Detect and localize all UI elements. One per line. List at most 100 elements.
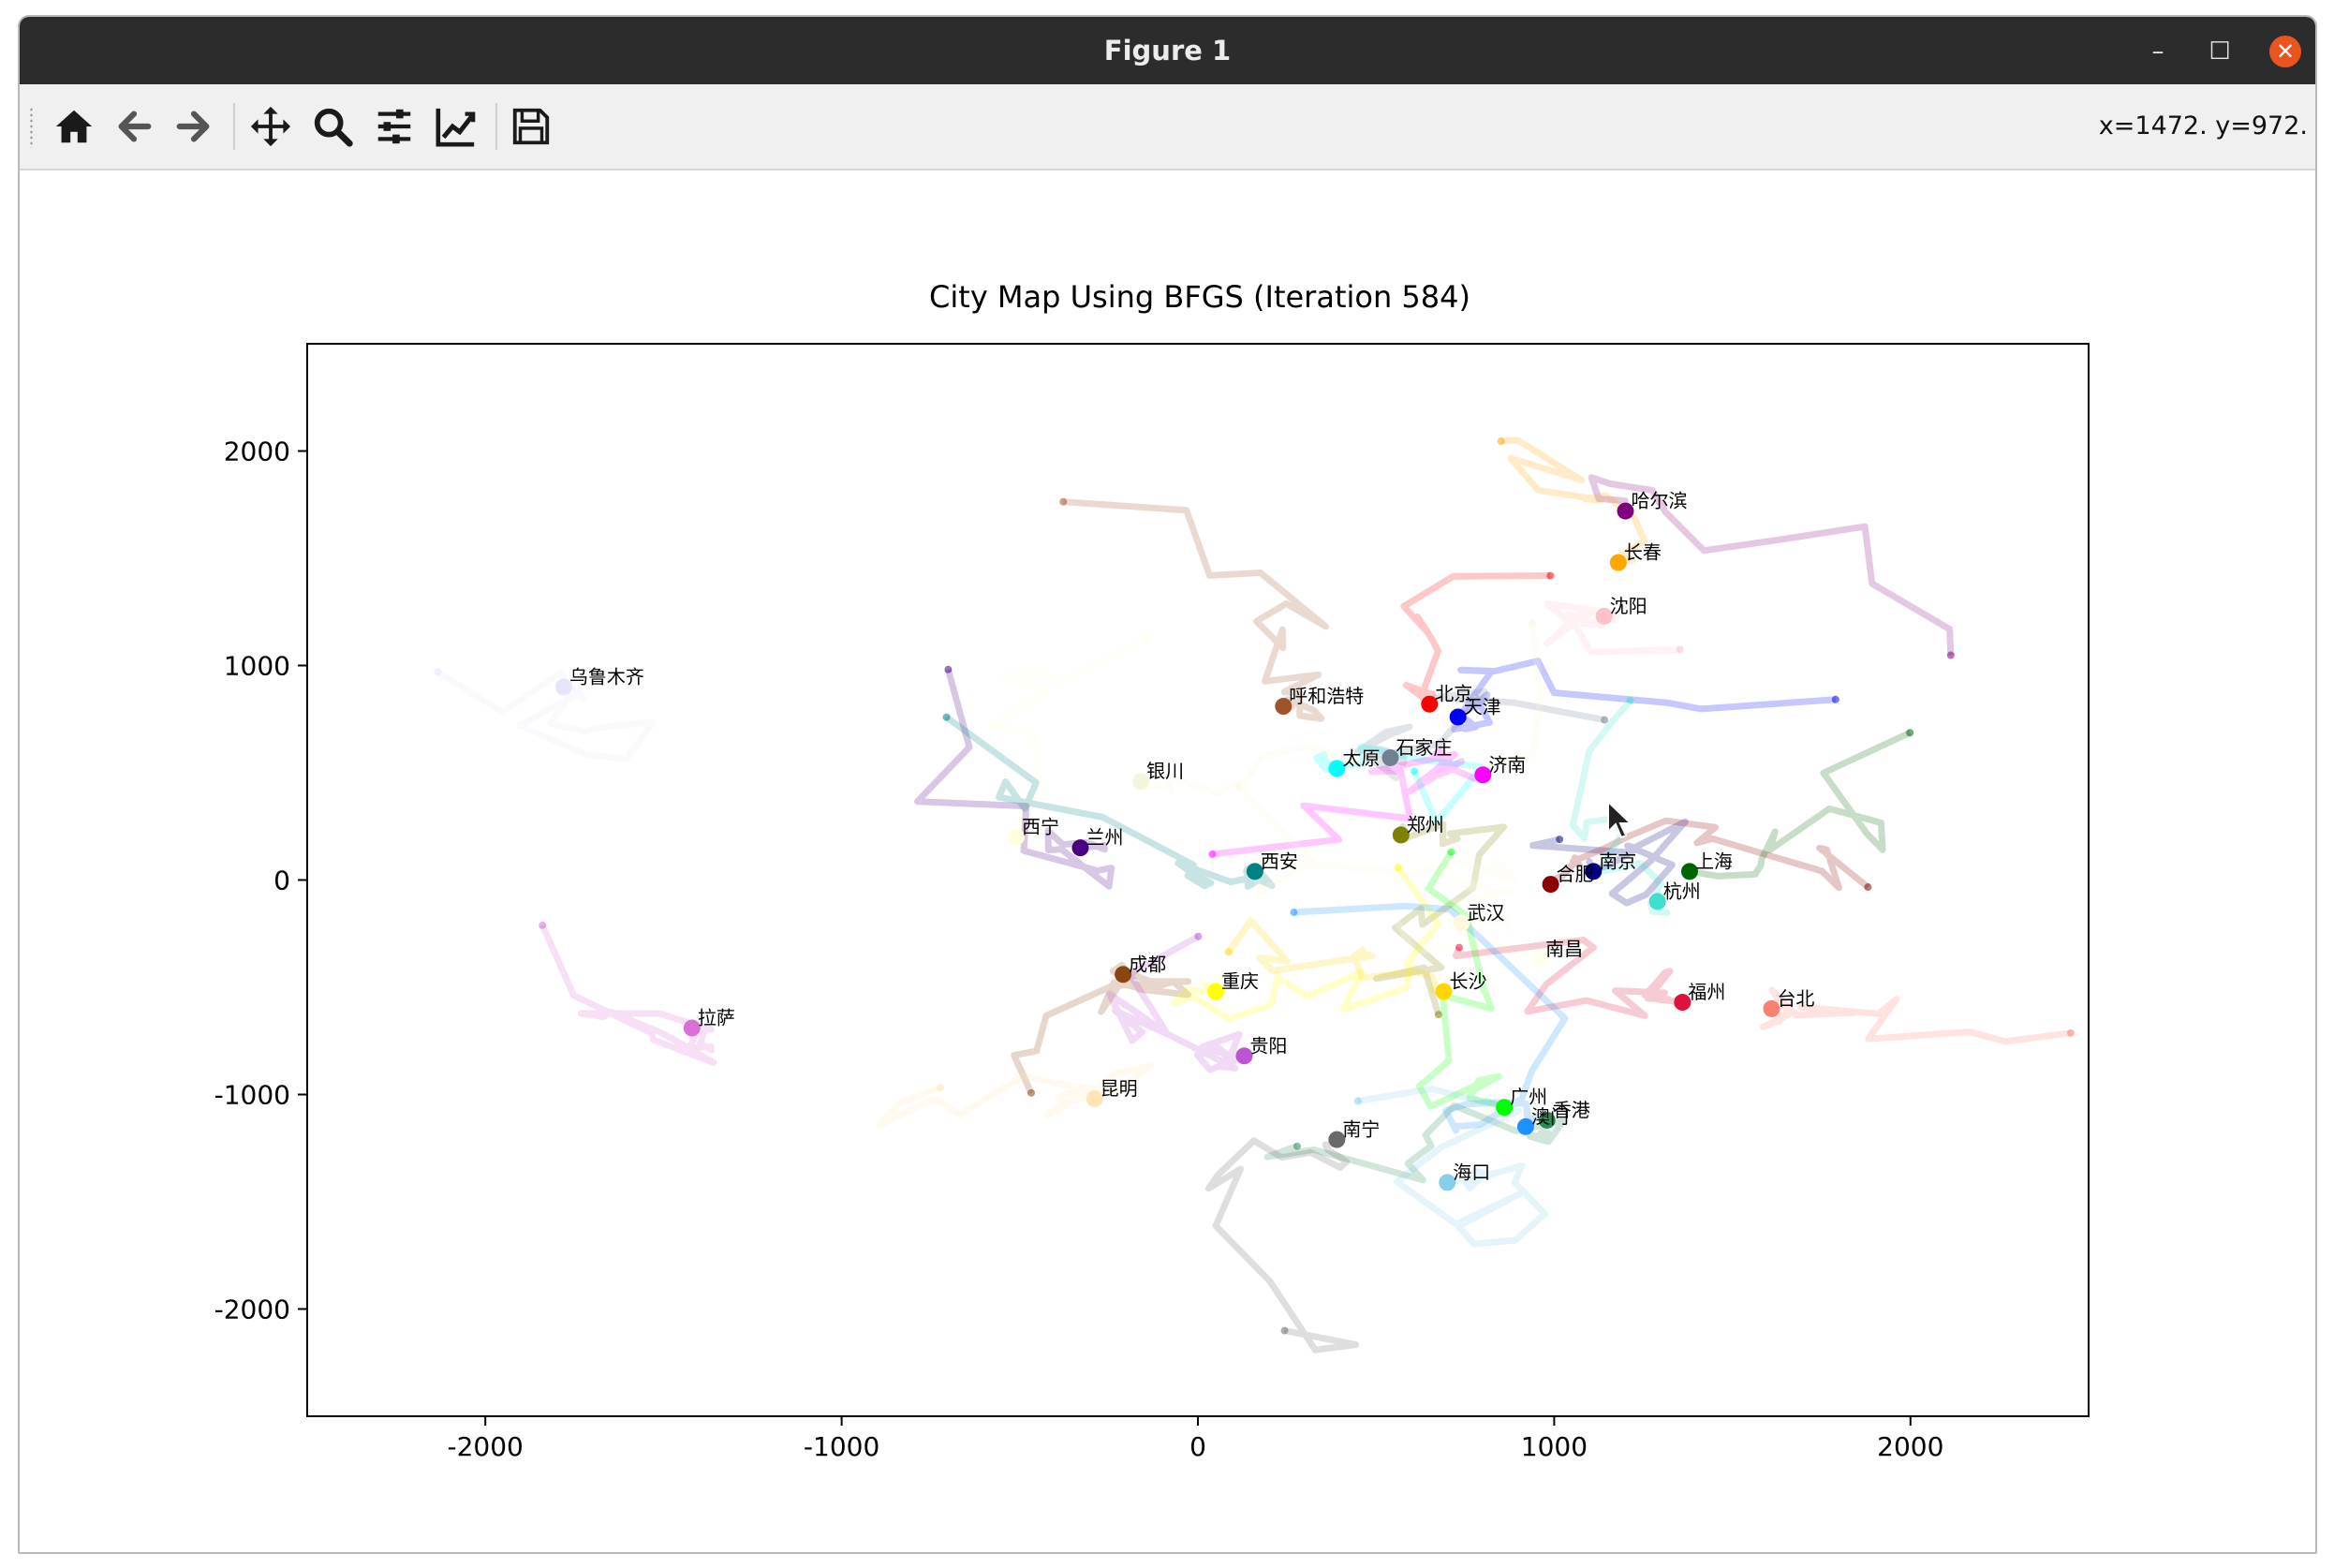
home-icon: [55, 110, 93, 143]
city-point: [1680, 863, 1698, 880]
city-point: [1381, 748, 1399, 766]
trail-start-point: [942, 713, 951, 721]
trail-start-point: [1433, 871, 1441, 880]
x-tick-label: -2000: [448, 1431, 524, 1462]
city-label: 乌鲁木齐: [569, 665, 644, 688]
city-label: 南京: [1599, 850, 1636, 872]
chart-plot[interactable]: City Map Using BFGS (Iteration 584) 哈尔滨长…: [20, 170, 2315, 1552]
trail-start-point: [434, 668, 442, 676]
city-point: [1674, 994, 1691, 1012]
figure-window: Figure 1 – ☐ ✕ x=1472. y=9: [18, 15, 2317, 1554]
x-tick-label: 0: [1189, 1431, 1206, 1462]
save-button[interactable]: [507, 102, 555, 151]
minimize-button[interactable]: –: [2151, 37, 2164, 66]
city-point: [1609, 554, 1627, 571]
city-label: 海口: [1453, 1161, 1490, 1183]
city-label: 杭州: [1663, 880, 1701, 902]
trail-start-point: [1280, 1326, 1289, 1335]
trail-start-point: [1455, 943, 1464, 952]
optimization-trails: [434, 436, 2075, 1354]
x-tick-label: -1000: [804, 1431, 879, 1462]
city-point: [1496, 1099, 1514, 1117]
city-point: [1617, 502, 1634, 520]
city-label: 贵阳: [1249, 1034, 1287, 1057]
zoom-icon: [314, 108, 353, 147]
trail-line: [1352, 688, 1605, 781]
trail-start-point: [1234, 782, 1243, 791]
back-arrow-icon: [118, 111, 152, 142]
axes: -2000 -1000 0 1000 2000 -2000 -1000 0 1000 2000: [214, 436, 1944, 1463]
city-label: 广州: [1510, 1086, 1547, 1108]
city-label: 银川: [1146, 760, 1184, 782]
trail-line: [1378, 853, 1543, 971]
trail-start-point: [1831, 695, 1839, 703]
edit-axis-button[interactable]: [432, 102, 480, 151]
toolbar-separator: [233, 103, 235, 150]
city-point: [1542, 876, 1559, 894]
trail-start-point: [1497, 437, 1505, 446]
save-icon: [512, 108, 550, 145]
city-label: 南宁: [1342, 1118, 1380, 1141]
trail-start-point: [1353, 1097, 1362, 1105]
maximize-button[interactable]: ☐: [2208, 37, 2231, 66]
mouse-cursor-icon: [1607, 800, 1633, 839]
city-point: [1421, 695, 1439, 713]
home-button[interactable]: [50, 102, 98, 151]
trail-start-point: [1906, 729, 1914, 737]
city-label: 南昌: [1545, 938, 1583, 960]
city-point: [1246, 863, 1263, 880]
y-tick-label: 1000: [224, 651, 290, 682]
city-point: [683, 1019, 701, 1037]
configure-subplots-button[interactable]: [370, 102, 419, 151]
trail-line: [1063, 498, 1330, 722]
city-point: [1453, 914, 1470, 932]
city-point: [1071, 839, 1089, 857]
city-label: 长春: [1624, 541, 1662, 564]
trail-start-point: [539, 921, 547, 929]
figure-canvas[interactable]: City Map Using BFGS (Iteration 584) 哈尔滨长…: [20, 170, 2315, 1552]
city-label: 太原: [1342, 747, 1380, 769]
configure-subplots-icon: [377, 109, 411, 144]
toolbar-separator: [495, 103, 497, 150]
trail-line: [1689, 730, 1912, 880]
city-label: 台北: [1777, 987, 1814, 1010]
city-label: 福州: [1688, 981, 1725, 1003]
trail-line: [1400, 572, 1551, 705]
city-point: [1207, 983, 1225, 1000]
y-tick-label: 2000: [224, 436, 290, 467]
back-button[interactable]: [110, 102, 158, 151]
trail-line: [1415, 850, 1506, 1111]
trail-line: [1106, 933, 1246, 1073]
trail-start-point: [1528, 619, 1536, 628]
trail-line: [1293, 902, 1569, 1134]
close-button[interactable]: ✕: [2269, 36, 2301, 67]
zoom-button[interactable]: [308, 102, 357, 151]
trail-start-point: [1224, 948, 1233, 956]
trail-line: [539, 924, 717, 1066]
trail-start-point: [2066, 1028, 2075, 1037]
trail-start-point: [1447, 848, 1455, 856]
city-label: 重庆: [1221, 970, 1259, 993]
city-label: 拉萨: [698, 1007, 735, 1029]
forward-button[interactable]: [170, 102, 218, 151]
trail-start-point: [1293, 1142, 1302, 1150]
title-bar[interactable]: Figure 1 – ☐ ✕: [20, 17, 2315, 84]
city-label: 哈尔滨: [1631, 490, 1687, 512]
city-point: [1086, 1090, 1103, 1108]
trail-start-point: [1946, 651, 1955, 659]
city-point: [1115, 966, 1132, 984]
city-label: 香港: [1553, 1099, 1590, 1121]
trail-line: [1544, 599, 1680, 656]
city-label: 石家庄: [1396, 736, 1452, 759]
toolbar-grip[interactable]: [29, 107, 34, 148]
city-point: [1595, 607, 1613, 625]
city-point: [1474, 766, 1492, 784]
trail-start-point: [1394, 864, 1402, 872]
city-point: [554, 678, 572, 696]
trail-line: [1235, 784, 1518, 932]
city-label: 合肥: [1557, 863, 1594, 885]
trail-start-point: [1434, 1011, 1442, 1019]
pan-button[interactable]: [246, 102, 295, 151]
trail-start-point: [1626, 696, 1634, 704]
city-point: [1392, 826, 1410, 844]
